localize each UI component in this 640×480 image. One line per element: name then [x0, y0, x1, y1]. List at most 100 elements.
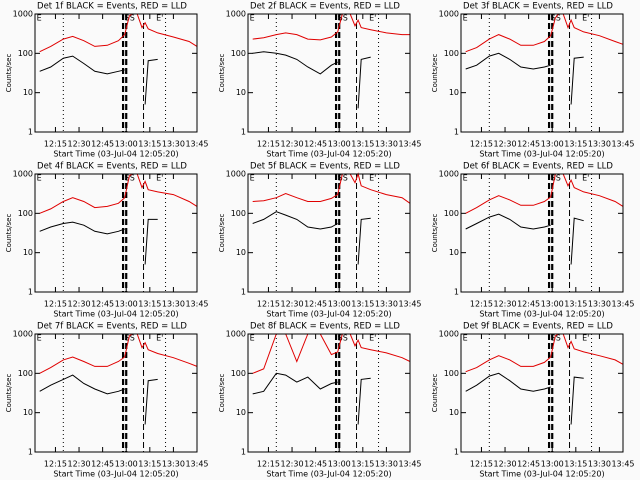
x-tick-label: 13:00	[541, 460, 564, 469]
y-axis-label: Counts/sec	[5, 374, 13, 413]
y-tick-label: 100	[444, 369, 459, 378]
series-line	[39, 374, 158, 425]
x-tick-label: 12:30	[281, 300, 304, 309]
y-tick-label: 100	[18, 369, 33, 378]
y-axis-label: Counts/sec	[431, 214, 439, 253]
series-line	[39, 218, 158, 265]
x-tick-label: 12:15	[44, 300, 67, 309]
chart-title: Det 1f BLACK = Events, RED = LLD	[37, 2, 187, 12]
chart-title: Det 6f BLACK = Events, RED = LLD	[463, 162, 613, 172]
plot-frame	[247, 173, 411, 293]
y-tick-label: 1000	[226, 10, 246, 19]
y-tick-label: 100	[18, 49, 33, 58]
annotation: E	[463, 14, 468, 23]
y-tick-label: 100	[231, 49, 246, 58]
annotation: E	[250, 14, 255, 23]
x-axis-label: Start Time (03-Jul-04 12:05:20)	[266, 470, 391, 479]
y-tick-label: 1	[454, 288, 459, 297]
x-tick-label: 13:15	[351, 140, 374, 149]
plot-frame	[34, 333, 198, 453]
x-tick-label: 12:15	[470, 460, 493, 469]
series-line	[252, 333, 411, 374]
x-tick-label: 12:45	[517, 460, 540, 469]
x-axis-label: Start Time (03-Jul-04 12:05:20)	[53, 310, 178, 319]
x-tick-label: 12:30	[494, 140, 517, 149]
x-tick-label: 13:30	[375, 300, 398, 309]
annotation: SS	[551, 174, 561, 183]
x-tick-label: 12:45	[304, 300, 327, 309]
x-tick-label: 13:30	[588, 460, 611, 469]
y-axis-label: Counts/sec	[5, 214, 13, 253]
x-axis-label: Start Time (03-Jul-04 12:05:20)	[479, 150, 604, 159]
annotation: E'	[582, 14, 589, 23]
series-line	[465, 13, 624, 53]
annotation: E'	[369, 334, 376, 343]
x-tick-label: 13:45	[611, 460, 634, 469]
plot-frame	[460, 173, 624, 293]
annotation: E	[37, 174, 42, 183]
x-tick-label: 13:15	[351, 300, 374, 309]
y-tick-label: 1000	[13, 170, 33, 179]
y-tick-label: 10	[236, 408, 246, 417]
series-line	[465, 372, 584, 425]
y-axis-label: Counts/sec	[218, 214, 226, 253]
chart-title: Det 4f BLACK = Events, RED = LLD	[37, 162, 187, 172]
y-tick-label: 1	[28, 448, 33, 457]
series-line	[252, 372, 371, 425]
chart-title: Det 3f BLACK = Events, RED = LLD	[463, 2, 613, 12]
x-tick-label: 13:45	[398, 460, 421, 469]
series-line	[39, 173, 198, 214]
x-tick-label: 13:00	[541, 300, 564, 309]
annotation: E'	[156, 174, 163, 183]
y-tick-label: 1	[241, 128, 246, 137]
y-tick-label: 10	[236, 88, 246, 97]
y-tick-label: 1000	[13, 330, 33, 339]
x-tick-label: 12:15	[44, 460, 67, 469]
x-tick-label: 12:45	[91, 140, 114, 149]
plot-frame	[247, 333, 411, 453]
y-tick-label: 1000	[226, 170, 246, 179]
series-line	[252, 51, 371, 109]
series-line	[465, 213, 584, 265]
y-tick-label: 10	[23, 408, 33, 417]
y-tick-label: 100	[18, 209, 33, 218]
series-line	[465, 52, 584, 105]
annotation: E	[37, 14, 42, 23]
y-tick-label: 1000	[226, 330, 246, 339]
series-line	[39, 13, 198, 53]
annotation: SS	[125, 14, 135, 23]
x-axis-label: Start Time (03-Jul-04 12:05:20)	[53, 150, 178, 159]
annotation: E'	[156, 14, 163, 23]
x-tick-label: 13:45	[185, 140, 208, 149]
series-line	[465, 333, 624, 373]
x-tick-label: 13:45	[398, 300, 421, 309]
x-axis-label: Start Time (03-Jul-04 12:05:20)	[53, 470, 178, 479]
x-tick-label: 12:30	[494, 300, 517, 309]
y-tick-label: 1000	[439, 330, 459, 339]
x-tick-label: 12:15	[257, 300, 280, 309]
chart-title: Det 9f BLACK = Events, RED = LLD	[463, 322, 613, 332]
annotation: E	[463, 174, 468, 183]
x-tick-label: 12:15	[470, 300, 493, 309]
y-tick-label: 100	[231, 369, 246, 378]
plot-frame	[460, 13, 624, 133]
x-tick-label: 13:00	[115, 140, 138, 149]
x-tick-label: 13:30	[588, 140, 611, 149]
x-tick-label: 13:30	[588, 300, 611, 309]
x-tick-label: 12:45	[517, 140, 540, 149]
y-tick-label: 100	[444, 49, 459, 58]
x-tick-label: 13:30	[375, 140, 398, 149]
y-tick-label: 10	[449, 408, 459, 417]
y-tick-label: 1000	[13, 10, 33, 19]
x-axis-label: Start Time (03-Jul-04 12:05:20)	[479, 310, 604, 319]
x-tick-label: 12:30	[281, 140, 304, 149]
x-axis-label: Start Time (03-Jul-04 12:05:20)	[479, 470, 604, 479]
x-tick-label: 13:30	[375, 460, 398, 469]
annotation: SS	[125, 334, 135, 343]
chart-title: Det 2f BLACK = Events, RED = LLD	[250, 2, 400, 12]
y-tick-label: 1	[241, 288, 246, 297]
y-tick-label: 1	[241, 448, 246, 457]
y-tick-label: 100	[231, 209, 246, 218]
annotation: E'	[369, 174, 376, 183]
